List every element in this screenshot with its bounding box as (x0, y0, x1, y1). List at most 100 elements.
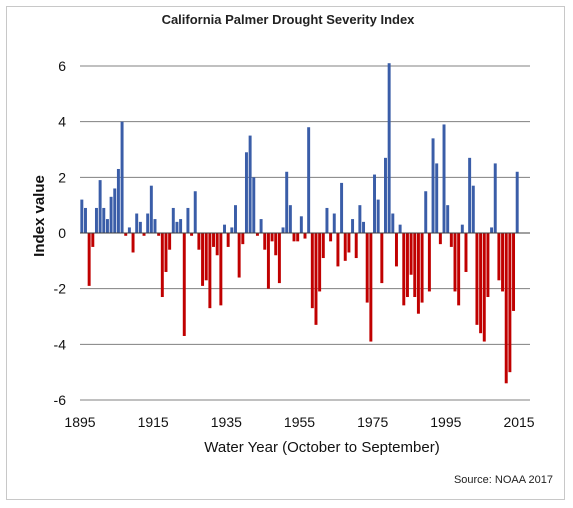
bar (263, 233, 267, 250)
bar (321, 233, 325, 259)
bar (241, 233, 245, 245)
bar (475, 233, 479, 325)
bar (468, 157, 472, 233)
bar (351, 219, 355, 233)
bar (252, 177, 256, 233)
x-tick-label: 1955 (284, 414, 315, 430)
bar (435, 163, 439, 233)
bar (427, 233, 431, 292)
bar (479, 233, 483, 334)
x-tick-label: 1995 (430, 414, 461, 430)
bar (266, 233, 270, 289)
bar (91, 233, 95, 247)
bar (431, 138, 435, 233)
y-tick-label: 4 (58, 114, 66, 130)
bar (446, 205, 450, 233)
bar (285, 171, 289, 233)
bar (332, 213, 336, 233)
bar (186, 207, 190, 233)
bar (171, 207, 175, 233)
bar (102, 207, 106, 233)
bar (409, 233, 413, 275)
bar (394, 233, 398, 267)
bar (113, 188, 117, 233)
x-axis-label: Water Year (October to September) (204, 439, 439, 456)
bar (402, 233, 406, 306)
bar (303, 233, 307, 239)
bar (201, 233, 205, 286)
bar (120, 121, 124, 233)
bar (347, 233, 351, 253)
bar (142, 233, 146, 236)
y-tick-label: -6 (54, 392, 67, 408)
bar (223, 224, 226, 233)
bar (420, 233, 424, 303)
y-tick-label: 0 (58, 225, 66, 241)
bar (215, 233, 219, 256)
bar (369, 233, 373, 342)
bar (464, 233, 468, 272)
bar (80, 199, 84, 233)
bar (314, 233, 318, 325)
bar (190, 233, 194, 236)
bar (384, 157, 387, 233)
bar (105, 219, 109, 233)
bar (98, 180, 102, 233)
bar (164, 233, 168, 272)
x-tick-label: 1915 (138, 414, 169, 430)
bar (244, 152, 248, 233)
bar (84, 207, 87, 233)
bar (288, 205, 292, 233)
bar (512, 233, 516, 311)
bar (175, 221, 179, 233)
bar (296, 233, 300, 242)
bar (277, 233, 281, 284)
bar (149, 185, 153, 233)
y-tick-label: -4 (54, 336, 67, 352)
bar (391, 213, 395, 233)
bar (438, 233, 442, 245)
y-axis-ticks: -6 -4 -2 0 2 4 6 (54, 58, 67, 408)
bar (457, 233, 461, 306)
bar (387, 63, 391, 233)
bar (146, 213, 150, 233)
bar (482, 233, 486, 342)
bar (259, 219, 263, 233)
bar (212, 233, 216, 247)
bar (508, 233, 512, 373)
bar (310, 233, 314, 309)
x-tick-label: 1975 (357, 414, 388, 430)
bar (343, 233, 347, 261)
bar (274, 233, 278, 256)
bar (160, 233, 164, 298)
bar (365, 233, 369, 303)
bar (131, 233, 135, 253)
bar (204, 233, 208, 281)
bar (208, 233, 212, 309)
bar (87, 233, 91, 286)
bar (234, 205, 237, 233)
bar (237, 233, 241, 278)
bar (248, 135, 252, 233)
bar (362, 221, 366, 233)
bar (135, 213, 139, 233)
bar (453, 233, 457, 292)
bar (153, 219, 157, 233)
chart-frame (6, 6, 565, 500)
bar (179, 219, 183, 233)
bar (127, 227, 131, 233)
bar (340, 182, 344, 233)
y-tick-label: 2 (58, 169, 66, 185)
bars (80, 63, 519, 384)
bar (230, 227, 234, 233)
bar (325, 207, 329, 233)
bar (380, 233, 384, 284)
bar (281, 227, 285, 233)
source-note: Source: NOAA 2017 (454, 474, 553, 486)
bar (515, 171, 519, 233)
bar (226, 233, 230, 247)
bar (336, 233, 340, 267)
x-axis-ticks: 1895 1915 1935 1955 1975 1995 2015 (64, 414, 534, 430)
bar (376, 199, 380, 233)
